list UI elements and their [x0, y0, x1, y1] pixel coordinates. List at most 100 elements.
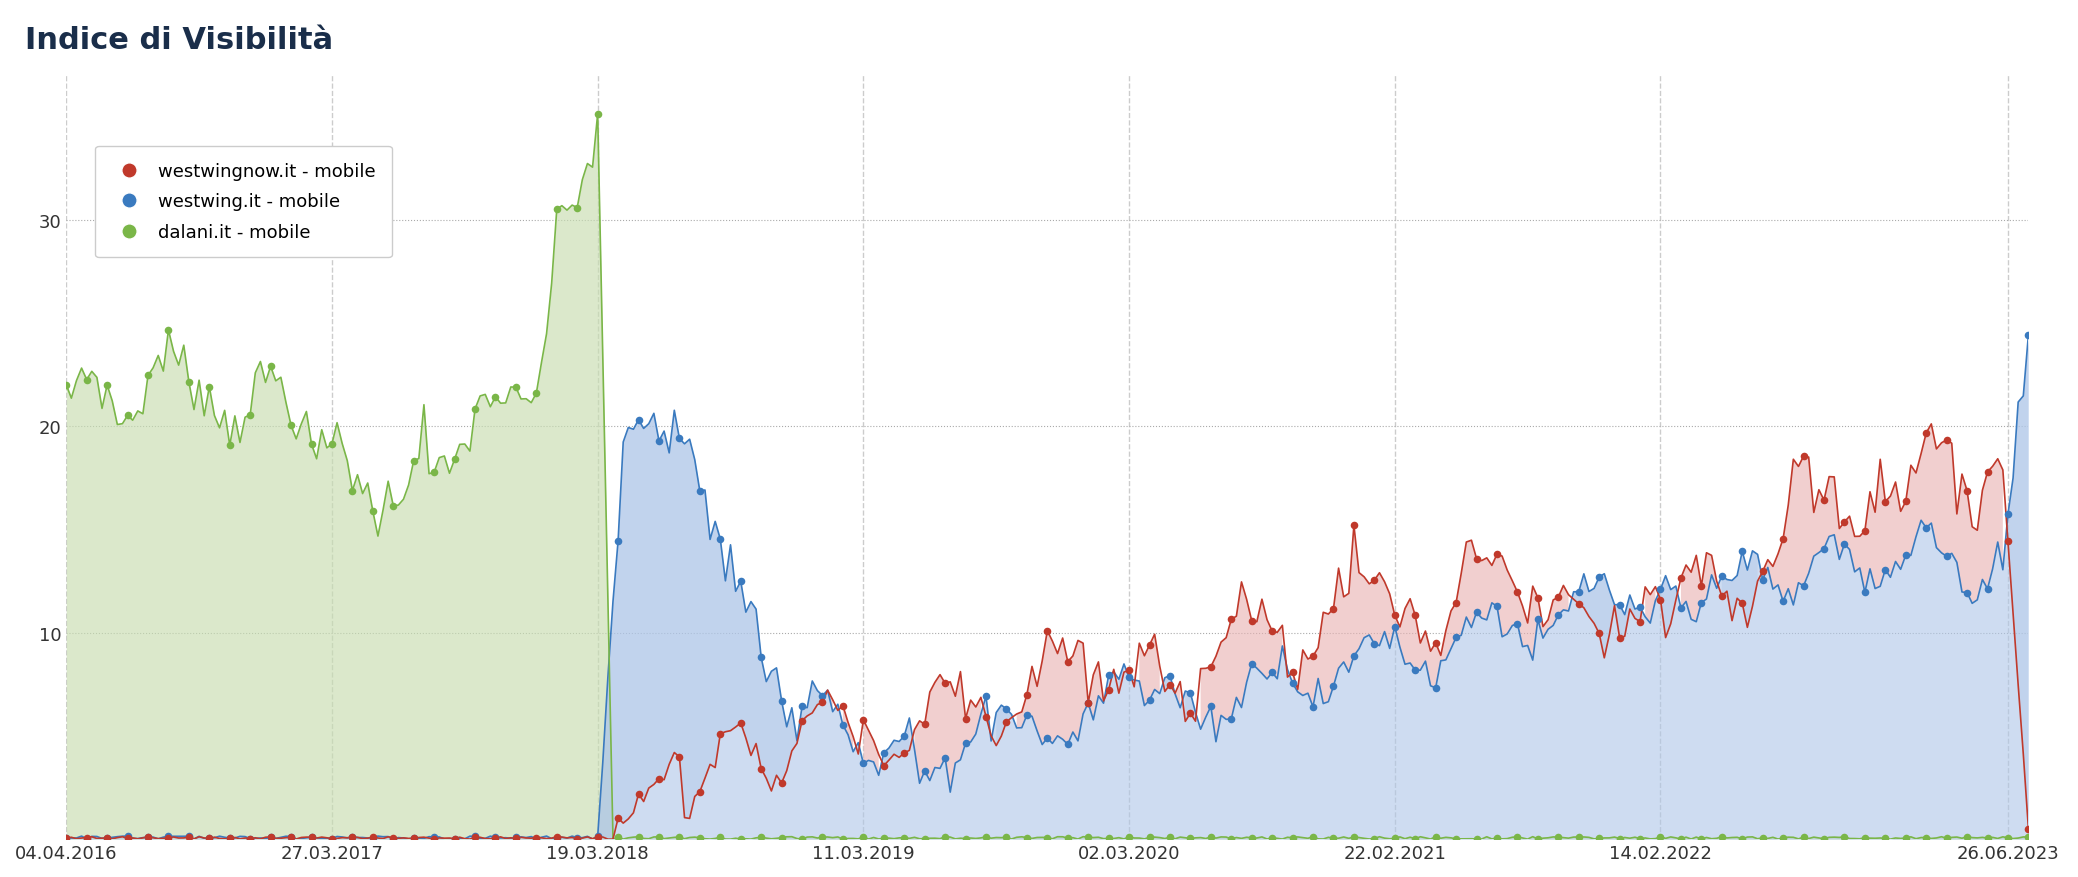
Point — [274, 419, 308, 433]
Point — [1072, 696, 1105, 710]
Point — [376, 831, 409, 845]
Point — [1868, 563, 1901, 577]
Point — [1051, 655, 1085, 669]
Point — [806, 831, 840, 845]
Point — [1563, 597, 1596, 611]
Point — [582, 830, 615, 844]
Point — [1297, 649, 1330, 663]
Point — [582, 830, 615, 844]
Point — [376, 831, 409, 845]
Point — [867, 759, 900, 773]
Point — [950, 712, 983, 726]
Point — [1991, 508, 2024, 522]
Point — [91, 831, 125, 845]
Point — [1378, 609, 1411, 623]
Point — [1991, 831, 2024, 845]
Point — [355, 504, 389, 518]
Point — [1112, 664, 1145, 678]
Point — [1542, 609, 1575, 623]
Point — [1153, 831, 1187, 845]
Point — [621, 413, 655, 427]
Point — [1461, 552, 1494, 566]
Point — [71, 831, 104, 845]
Point — [540, 830, 574, 844]
Point — [1234, 614, 1268, 628]
Point — [1010, 709, 1043, 723]
Point — [1093, 831, 1126, 845]
Point — [704, 532, 738, 546]
Point — [1991, 534, 2024, 548]
Point — [1766, 831, 1800, 845]
Point — [744, 831, 777, 845]
Point — [1829, 516, 1862, 530]
Point — [418, 830, 451, 844]
Point — [989, 831, 1022, 845]
Point — [1133, 638, 1166, 652]
Point — [1031, 831, 1064, 845]
Point — [1746, 831, 1779, 845]
Point — [1297, 700, 1330, 714]
Point — [1051, 831, 1085, 845]
Point — [110, 829, 143, 843]
Point — [233, 409, 266, 423]
Point — [1521, 832, 1554, 846]
Point — [152, 831, 185, 845]
Point — [582, 108, 615, 122]
Point — [478, 390, 511, 404]
Point — [1440, 631, 1473, 645]
Point — [765, 776, 798, 790]
Point — [1766, 532, 1800, 546]
Point — [1706, 830, 1739, 844]
Point — [1847, 524, 1881, 538]
Point — [499, 381, 532, 395]
Point — [397, 454, 430, 468]
Point — [1583, 627, 1617, 641]
Point — [1072, 696, 1105, 710]
Point — [1357, 831, 1390, 845]
Point — [50, 831, 83, 845]
Point — [152, 830, 185, 844]
Point — [1930, 831, 1964, 845]
Point — [1602, 831, 1635, 845]
Point — [295, 438, 328, 452]
Point — [827, 718, 860, 732]
Point — [806, 695, 840, 709]
Point — [1583, 831, 1617, 845]
Point — [1480, 547, 1513, 561]
Point — [1461, 832, 1494, 846]
Point — [663, 432, 696, 446]
Point — [1787, 831, 1820, 845]
Point — [1234, 831, 1268, 845]
Point — [663, 750, 696, 764]
Point — [1174, 706, 1207, 720]
Point — [1276, 831, 1309, 845]
Point — [1195, 830, 1228, 844]
Point — [172, 375, 206, 389]
Point — [1889, 831, 1922, 845]
Point — [1706, 589, 1739, 603]
Point — [1970, 466, 2003, 480]
Point — [274, 830, 308, 844]
Point — [785, 700, 819, 714]
Point — [1644, 582, 1677, 596]
Point — [438, 453, 472, 467]
Point — [233, 831, 266, 845]
Point — [684, 831, 717, 845]
Point — [1766, 595, 1800, 609]
Point — [1297, 830, 1330, 844]
Point — [1725, 545, 1758, 559]
Point — [1644, 830, 1677, 844]
Point — [1338, 518, 1371, 532]
Point — [254, 830, 287, 844]
Point — [1847, 831, 1881, 845]
Point — [887, 831, 921, 845]
Point — [950, 831, 983, 845]
Point — [1623, 615, 1656, 629]
Point — [337, 831, 370, 845]
Point — [478, 831, 511, 845]
Point — [929, 676, 962, 690]
Point — [642, 830, 675, 844]
Point — [1461, 605, 1494, 619]
Point — [1930, 550, 1964, 564]
Point — [274, 831, 308, 845]
